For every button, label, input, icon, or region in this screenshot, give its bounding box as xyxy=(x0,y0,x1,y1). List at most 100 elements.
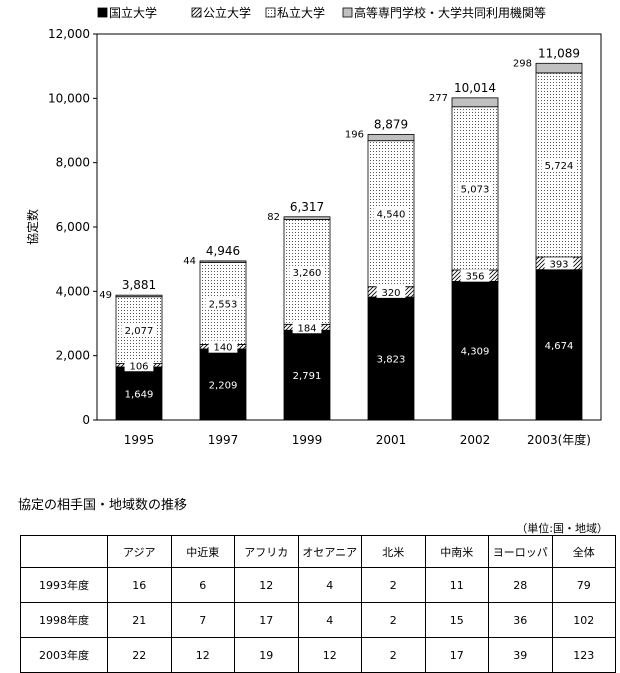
data-label-bg xyxy=(292,321,322,334)
y-axis-label: 協定数 xyxy=(25,209,40,245)
table-row-label: 1993年度 xyxy=(20,567,108,603)
partner-count-table: アジア 中近東 アフリカ オセアニア 北米 中南米 ヨーロッパ 全体 1993年度 16 6 12 4… xyxy=(20,535,616,673)
data-label-bg xyxy=(373,352,409,365)
legend-label: 国立大学 xyxy=(109,5,157,20)
data-label-bg xyxy=(457,344,493,357)
y-tick-label: 4,000 xyxy=(56,284,90,298)
legend-label: 公立大学 xyxy=(203,5,251,20)
data-label-bg xyxy=(208,340,238,353)
bar-segment xyxy=(199,260,247,263)
y-tick-label: 12,000 xyxy=(48,27,90,41)
table-cell: 6 xyxy=(170,567,235,603)
data-label-bg xyxy=(541,158,577,171)
table-body: 1993年度 16 6 12 4 2 11 28 79 1998年度 21 7 17 4 2 15 36 102 2… xyxy=(20,567,616,673)
table-corner-cell xyxy=(20,535,108,568)
table-row-label: 2003年度 xyxy=(20,637,108,673)
table-cell: 12 xyxy=(170,637,235,673)
table-unit: （単位:国・地域） xyxy=(516,522,608,535)
table-row: 1998年度 21 7 17 4 2 15 36 102 xyxy=(20,602,616,638)
data-label: 1,649 xyxy=(125,389,154,400)
data-label: 196 xyxy=(345,129,364,140)
table-cell: 17 xyxy=(424,637,489,673)
data-label-bg xyxy=(124,359,154,372)
table-cell: 123 xyxy=(551,637,616,673)
table-cell: 2 xyxy=(361,637,426,673)
bar-segment xyxy=(451,97,499,108)
table-cell: 102 xyxy=(551,602,616,638)
data-label-bg xyxy=(121,387,157,400)
table-column-header: ヨーロッパ xyxy=(488,535,553,568)
data-label: 4,309 xyxy=(461,347,490,358)
table-cell: 39 xyxy=(488,637,553,673)
table-column-header: 中近東 xyxy=(170,535,235,568)
data-label-bg xyxy=(373,207,409,220)
data-label-bg xyxy=(289,265,325,278)
data-label: 298 xyxy=(513,58,532,69)
legend-swatch xyxy=(97,7,108,18)
table-row: 1993年度 16 6 12 4 2 11 28 79 xyxy=(20,567,616,603)
legend-label: 高等専門学校・大学共同利用機関等 xyxy=(354,5,546,20)
table-row: 2003年度 22 12 19 12 2 17 39 123 xyxy=(20,637,616,673)
table-cell: 17 xyxy=(234,602,299,638)
bar-segment xyxy=(535,62,583,74)
data-label: 2,077 xyxy=(125,326,154,337)
data-label-bg xyxy=(121,324,157,337)
table-cell: 22 xyxy=(107,637,172,673)
table-header-row: アジア 中近東 アフリカ オセアニア 北米 中南米 ヨーロッパ 全体 xyxy=(20,535,616,568)
bar-segment xyxy=(367,133,415,142)
legend-swatch xyxy=(265,7,276,18)
data-label: 140 xyxy=(213,343,232,354)
table-cell: 12 xyxy=(234,567,299,603)
table-cell: 21 xyxy=(107,602,172,638)
x-tick-label: 2003(年度) xyxy=(527,432,591,447)
chart-bars xyxy=(115,62,583,421)
table-cell: 12 xyxy=(297,637,362,673)
total-label: 11,089 xyxy=(538,46,580,60)
y-tick-label: 2,000 xyxy=(56,349,90,363)
table-title: 協定の相手国・地域数の推移 xyxy=(18,498,188,513)
bar-segment xyxy=(115,294,163,298)
table-column-header: アジア xyxy=(107,535,172,568)
table-cell: 15 xyxy=(424,602,489,638)
total-label: 3,881 xyxy=(122,278,156,292)
legend-label: 私立大学 xyxy=(277,5,325,20)
data-label: 184 xyxy=(297,323,316,334)
table-cell: 4 xyxy=(297,602,362,638)
chart-axes: 0 2,000 4,000 6,000 8,000 10,000 12,000 協定数 xyxy=(25,27,602,427)
x-tick-label: 2002 xyxy=(460,433,491,447)
table-row-label: 1998年度 xyxy=(20,602,108,638)
total-label: 6,317 xyxy=(290,200,324,214)
data-label: 5,073 xyxy=(461,184,490,195)
total-label: 10,014 xyxy=(454,81,496,95)
table-cell: 79 xyxy=(551,567,616,603)
y-tick-label: 10,000 xyxy=(48,91,90,105)
data-label-bg xyxy=(205,297,241,310)
data-label-bg xyxy=(376,285,406,298)
table-cell: 2 xyxy=(361,567,426,603)
data-label: 2,553 xyxy=(209,299,238,310)
data-label: 2,209 xyxy=(209,380,238,391)
data-label-bg xyxy=(205,378,241,391)
x-tick-label: 1999 xyxy=(292,433,323,447)
data-label-bg xyxy=(460,269,490,282)
chart-labels: 1,649 106 2,077 49 3,881 1995 2,209 140 2,553 44 4… xyxy=(99,46,591,447)
table-column-header: 中南米 xyxy=(424,535,489,568)
data-label-bg xyxy=(457,182,493,195)
table-cell: 28 xyxy=(488,567,553,603)
total-label: 4,946 xyxy=(206,244,240,258)
table-column-header: 全体 xyxy=(551,535,616,568)
table-column-header: アフリカ xyxy=(234,535,299,568)
data-label-bg xyxy=(544,257,574,270)
x-tick-label: 1995 xyxy=(124,433,155,447)
data-label: 82 xyxy=(267,212,280,223)
data-label: 356 xyxy=(465,272,484,283)
data-label: 49 xyxy=(99,290,112,301)
data-label: 4,540 xyxy=(377,210,406,221)
table-cell: 2 xyxy=(361,602,426,638)
table-cell: 19 xyxy=(234,637,299,673)
table-cell: 11 xyxy=(424,567,489,603)
x-tick-label: 1997 xyxy=(208,433,239,447)
total-label: 8,879 xyxy=(374,117,408,131)
y-tick-label: 6,000 xyxy=(56,220,90,234)
plot-area-frame xyxy=(96,33,602,421)
